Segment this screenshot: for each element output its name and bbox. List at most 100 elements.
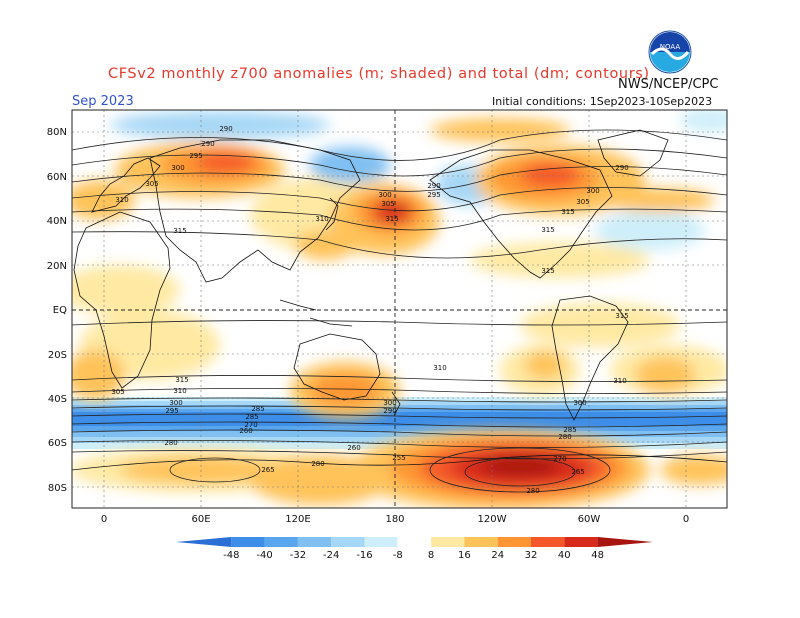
contour-label: 305: [111, 388, 124, 396]
contour-label: 295: [165, 407, 178, 415]
colorbar-swatch: [364, 537, 398, 547]
lon-label: 60W: [578, 514, 601, 525]
colorbar-swatch: [564, 537, 598, 547]
contour-label: 300: [171, 164, 184, 172]
lat-label: 80S: [48, 483, 67, 494]
contour-label: 315: [561, 208, 574, 216]
colorbar-label: 48: [591, 550, 604, 561]
contour-label: 265: [261, 466, 274, 474]
map-frame: [71, 109, 728, 509]
colorbar-label: -40: [256, 550, 272, 561]
contour-label: 280: [558, 433, 571, 441]
colorbar: -48 -40 -32 -24 -16 -8 8 16 24 32 40 48: [176, 536, 653, 561]
contour-label: 280: [164, 439, 177, 447]
contour-label: 260: [239, 427, 252, 435]
colorbar-swatch: [231, 537, 265, 547]
coast-japan: [325, 197, 339, 231]
contour-label: 305: [145, 180, 158, 188]
lat-label: 40S: [48, 394, 67, 405]
colorbar-label: -32: [290, 550, 306, 561]
contour-label: 310: [613, 377, 626, 385]
colorbar-label: -16: [356, 550, 372, 561]
contour-label: 300: [573, 399, 586, 407]
contour-label: 290: [219, 125, 232, 133]
contour-label: 315: [173, 227, 186, 235]
contour-label: 305: [381, 200, 394, 208]
contour-label: 305: [576, 198, 589, 206]
agency-label: NWS/NCEP/CPC: [618, 77, 719, 92]
contour-label: 290: [201, 140, 214, 148]
lat-label: 60N: [47, 172, 67, 183]
noaa-logo-icon: NOAA: [648, 30, 692, 74]
lon-label: 180: [385, 514, 404, 525]
forecast-month: Sep 2023: [72, 94, 134, 109]
contour-label: 285: [563, 426, 576, 434]
contour-label: 315: [385, 215, 398, 223]
contour-label: 295: [189, 152, 202, 160]
contour-label: 290: [427, 182, 440, 190]
colorbar-swatch: [531, 537, 565, 547]
colorbar-label: 8: [428, 550, 434, 561]
lon-label: 120E: [285, 514, 310, 525]
contour-label: 280: [526, 487, 539, 495]
colorbar-swatch: [397, 536, 432, 548]
colorbar-swatch: [431, 537, 465, 547]
contour-label: 255: [392, 454, 405, 462]
colorbar-label: 24: [491, 550, 504, 561]
contour-label: 300: [169, 399, 182, 407]
latitude-labels: 80N 60N 40N 20N EQ 20S 40S 60S 80S: [47, 127, 67, 494]
contour-label: 310: [433, 364, 446, 372]
lat-label: 80N: [47, 127, 67, 138]
contour-label: 270: [244, 421, 257, 429]
coast-africa: [73, 211, 171, 389]
lat-label: 20S: [48, 350, 67, 361]
contour-label: 300: [378, 191, 391, 199]
lat-label: 20N: [47, 261, 67, 272]
contour-label: 295: [427, 191, 440, 199]
colorbar-swatch: [264, 537, 298, 547]
colorbar-label: 40: [558, 550, 571, 561]
colorbar-label: -48: [223, 550, 239, 561]
contour-label: 290: [615, 164, 628, 172]
coast-australia: [293, 333, 381, 401]
colorbar-label: -24: [323, 550, 339, 561]
lat-label: 40N: [47, 216, 67, 227]
contour-labels: 295 290 290 300 305 310 315 310 300 305 …: [111, 125, 628, 495]
colorbar-swatch: [597, 537, 653, 547]
contour-label: 310: [315, 215, 328, 223]
total-height-contours: [72, 129, 727, 493]
coast-antarctica: [72, 454, 727, 471]
longitude-labels: 0 60E 120E 180 120W 60W 0: [101, 514, 689, 525]
colorbar-swatch: [497, 537, 531, 547]
contour-label: 315: [541, 226, 554, 234]
contour-label: 315: [541, 267, 554, 275]
coast-south-america: [551, 295, 629, 421]
lon-label: 0: [683, 514, 689, 525]
map-title: CFSv2 monthly z700 anomalies (m; shaded)…: [108, 66, 650, 82]
contour-label: 285: [251, 405, 264, 413]
initial-conditions: Initial conditions: 1Sep2023-10Sep2023: [492, 95, 713, 108]
contour-label: 315: [175, 376, 188, 384]
contour-label: 260: [347, 444, 360, 452]
contour-label: 310: [173, 387, 186, 395]
colorbar-swatch: [176, 537, 232, 547]
graticule: [72, 110, 727, 508]
coast-indonesia: [279, 299, 353, 327]
colorbar-swatch: [464, 537, 498, 547]
lon-label: 120W: [478, 514, 507, 525]
contour-label: 285: [245, 413, 258, 421]
colorbar-swatch: [297, 537, 332, 547]
lon-label: 0: [101, 514, 107, 525]
equator-dateline: [72, 110, 727, 508]
contour-label: 270: [553, 455, 566, 463]
contour-label: 300: [586, 187, 599, 195]
lon-label: 60E: [191, 514, 210, 525]
contour-label: 265: [571, 468, 584, 476]
colorbar-label: -8: [393, 550, 403, 561]
colorbar-label: 16: [458, 550, 471, 561]
noaa-logo-text: NOAA: [660, 43, 681, 51]
contour-label: 290: [383, 407, 396, 415]
coast-north-america: [429, 149, 613, 279]
lat-label: 60S: [48, 438, 67, 449]
